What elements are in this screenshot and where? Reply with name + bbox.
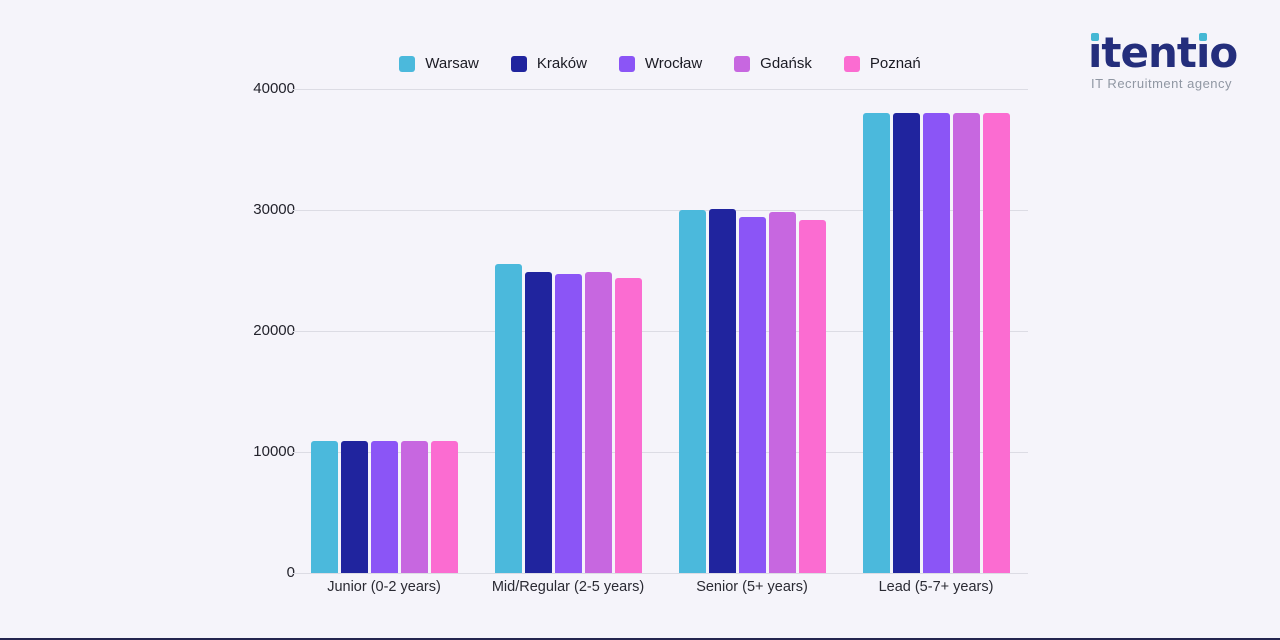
legend-label-gdan-sk: Gdańsk bbox=[760, 55, 812, 72]
bar-wroc-aw-mid-regular-2-5-years bbox=[554, 274, 582, 573]
bottom-accent-strip bbox=[0, 638, 1280, 640]
legend-swatch-wroc-aw bbox=[618, 55, 635, 72]
bar-wroc-aw-lead-5-7-years bbox=[922, 113, 950, 573]
gridline-20000 bbox=[292, 330, 1028, 332]
bar-group-junior-0-2-years bbox=[292, 89, 476, 573]
legend-swatch-warsaw bbox=[399, 55, 416, 72]
bar-gdan-sk-mid-regular-2-5-years bbox=[584, 271, 612, 573]
bar-poznan-lead-5-7-years bbox=[982, 113, 1010, 573]
y-tick-label-30000: 30000 bbox=[253, 201, 295, 218]
logo-letter-i: ı bbox=[1088, 28, 1102, 77]
bar-krako-w-mid-regular-2-5-years bbox=[524, 271, 552, 573]
bar-group-lead-5-7-years bbox=[844, 89, 1028, 573]
x-tick-label-mid-regular-2-5-years: Mid/Regular (2-5 years) bbox=[491, 579, 645, 595]
legend-label-warsaw: Warsaw bbox=[425, 55, 479, 72]
bar-group-mid-regular-2-5-years bbox=[476, 89, 660, 573]
bar-warsaw-senior-5-years bbox=[678, 210, 706, 573]
legend-label-poznan: Poznań bbox=[869, 55, 921, 72]
x-axis: Junior (0-2 years) Mid/Regular (2-5 years… bbox=[292, 579, 1028, 595]
bar-krako-w-junior-0-2-years bbox=[340, 441, 368, 573]
legend-item-wroc-aw: Wrocław bbox=[618, 55, 703, 72]
legend-label-wroc-aw: Wrocław bbox=[644, 55, 703, 72]
legend-item-krako-w: Kraków bbox=[510, 55, 587, 72]
bar-gdan-sk-senior-5-years bbox=[768, 212, 796, 573]
bar-krako-w-senior-5-years bbox=[708, 208, 736, 573]
x-tick-label-junior-0-2-years: Junior (0-2 years) bbox=[327, 579, 441, 595]
gridline-40000 bbox=[292, 88, 1028, 90]
legend-swatch-krako-w bbox=[510, 55, 527, 72]
bar-poznan-mid-regular-2-5-years bbox=[614, 277, 642, 573]
bar-poznan-junior-0-2-years bbox=[430, 441, 458, 573]
gridline-10000 bbox=[292, 451, 1028, 453]
legend-item-poznan: Poznań bbox=[843, 55, 921, 72]
logo-wordmark: ı tentı o bbox=[1088, 28, 1238, 77]
logo-letter-i: ı bbox=[1195, 28, 1210, 77]
legend-label-krako-w: Kraków bbox=[536, 55, 587, 72]
bar-wroc-aw-senior-5-years bbox=[738, 217, 766, 573]
legend-swatch-poznan bbox=[843, 55, 860, 72]
legend-swatch-gdan-sk bbox=[734, 55, 751, 72]
chart-legend: Warsaw Kraków Wrocław Gdańsk Poznań bbox=[292, 55, 1028, 72]
x-tick-label-senior-5-years: Senior (5+ years) bbox=[696, 579, 808, 595]
legend-item-gdan-sk: Gdańsk bbox=[734, 55, 812, 72]
logo-subtitle: IT Recruitment agency bbox=[1091, 76, 1233, 92]
y-tick-label-40000: 40000 bbox=[253, 80, 295, 97]
bar-krako-w-lead-5-7-years bbox=[892, 113, 920, 573]
gridline-30000 bbox=[292, 209, 1028, 211]
bar-warsaw-junior-0-2-years bbox=[310, 441, 338, 573]
y-tick-label-10000: 10000 bbox=[253, 443, 295, 460]
logo-i-dot bbox=[1090, 33, 1099, 41]
y-tick-label-0: 0 bbox=[286, 564, 295, 581]
x-tick-label-lead-5-7-years: Lead (5-7+ years) bbox=[878, 579, 994, 595]
bar-gdan-sk-junior-0-2-years bbox=[400, 441, 428, 573]
bar-warsaw-mid-regular-2-5-years bbox=[494, 264, 522, 573]
logo-i-dot bbox=[1198, 33, 1207, 41]
y-tick-label-20000: 20000 bbox=[253, 322, 295, 339]
bar-group-senior-5-years bbox=[660, 89, 844, 573]
gridline-0 bbox=[292, 572, 1028, 574]
itentio-logo: ı tentı o IT Recruitment agency bbox=[1088, 28, 1248, 92]
bar-warsaw-lead-5-7-years bbox=[862, 113, 890, 573]
legend-item-warsaw: Warsaw bbox=[399, 55, 479, 72]
plot-area bbox=[292, 88, 1028, 574]
bar-gdan-sk-lead-5-7-years bbox=[952, 113, 980, 573]
y-axis: 0 10000 20000 30000 40000 bbox=[205, 80, 295, 581]
bar-poznan-senior-5-years bbox=[798, 219, 826, 573]
bar-wroc-aw-junior-0-2-years bbox=[370, 441, 398, 573]
